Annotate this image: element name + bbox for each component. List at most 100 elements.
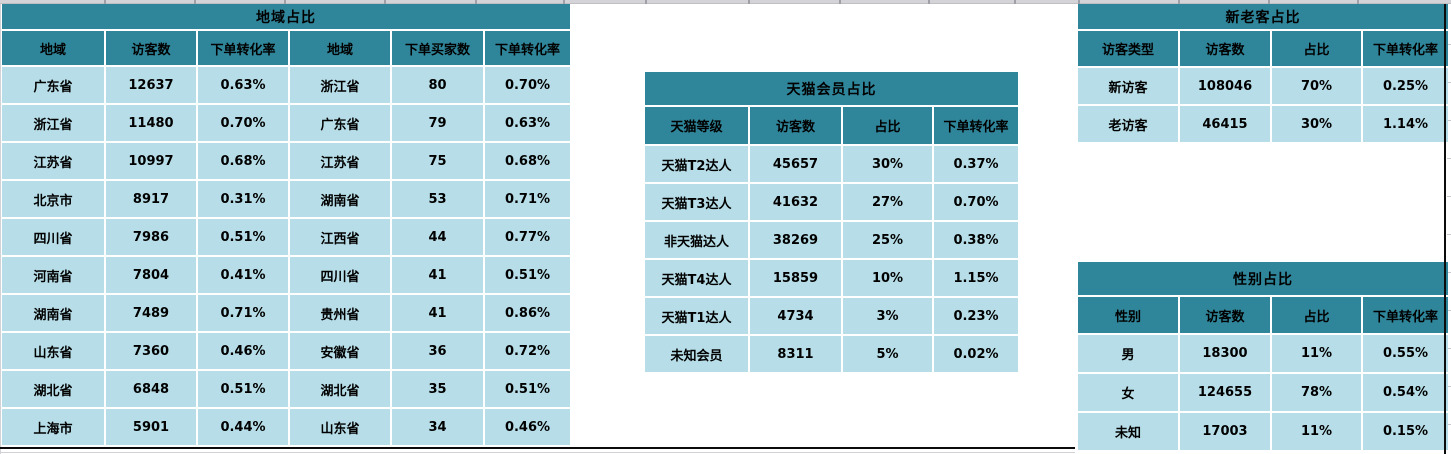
table-cell[interactable]: 78% [1272,374,1361,411]
table-cell[interactable]: 4734 [750,298,841,334]
table-cell[interactable]: 41 [392,295,483,331]
table-cell[interactable]: 浙江省 [2,105,104,141]
table-cell[interactable]: 湖南省 [290,181,390,217]
table-cell[interactable]: 17003 [1180,413,1270,450]
table-cell[interactable]: 5901 [106,409,196,445]
table-cell[interactable]: 男 [1078,335,1178,372]
column-header[interactable]: 下单转化率 [1363,31,1448,66]
table-cell[interactable]: 0.63% [198,67,288,103]
table-cell[interactable]: 41 [392,257,483,293]
table-cell[interactable]: 广东省 [2,67,104,103]
table-cell[interactable]: 女 [1078,374,1178,411]
column-header[interactable]: 占比 [1272,31,1361,66]
table-cell[interactable]: 41632 [750,184,841,220]
table-cell[interactable]: 0.51% [198,371,288,407]
table-cell[interactable]: 0.15% [1363,413,1448,450]
table-cell[interactable]: 0.37% [934,146,1018,182]
table-cell[interactable]: 天猫T4达人 [645,260,748,296]
table-cell[interactable]: 5% [843,336,932,372]
table-cell[interactable]: 12637 [106,67,196,103]
table-cell[interactable]: 0.51% [485,257,570,293]
column-header[interactable]: 占比 [1272,297,1361,333]
table-cell[interactable]: 北京市 [2,181,104,217]
table-cell[interactable]: 0.68% [485,143,570,179]
column-header[interactable]: 访客数 [750,107,841,144]
table-cell[interactable]: 10% [843,260,932,296]
table-cell[interactable]: 安徽省 [290,333,390,369]
table-cell[interactable]: 53 [392,181,483,217]
new_old-table-title[interactable]: 新老客占比 [1078,4,1448,29]
table-cell[interactable]: 四川省 [2,219,104,255]
table-cell[interactable]: 75 [392,143,483,179]
table-cell[interactable]: 0.63% [485,105,570,141]
table-cell[interactable]: 11% [1272,413,1361,450]
table-cell[interactable]: 天猫T3达人 [645,184,748,220]
table-cell[interactable]: 8917 [106,181,196,217]
column-header[interactable]: 占比 [843,107,932,144]
table-cell[interactable]: 0.44% [198,409,288,445]
region-table-title[interactable]: 地域占比 [2,4,570,29]
table-cell[interactable]: 6848 [106,371,196,407]
table-cell[interactable]: 江苏省 [2,143,104,179]
table-cell[interactable]: 湖北省 [2,371,104,407]
table-cell[interactable]: 38269 [750,222,841,258]
column-header[interactable]: 地域 [290,31,390,65]
table-cell[interactable]: 10997 [106,143,196,179]
gender-table-title[interactable]: 性别占比 [1078,262,1448,295]
table-cell[interactable]: 7986 [106,219,196,255]
table-cell[interactable]: 7489 [106,295,196,331]
column-header[interactable]: 性别 [1078,297,1178,333]
table-cell[interactable]: 0.70% [485,67,570,103]
table-cell[interactable]: 124655 [1180,374,1270,411]
table-cell[interactable]: 0.86% [485,295,570,331]
table-cell[interactable]: 0.51% [198,219,288,255]
table-cell[interactable]: 44 [392,219,483,255]
table-cell[interactable]: 0.71% [485,181,570,217]
table-cell[interactable]: 0.68% [198,143,288,179]
column-header[interactable]: 下单买家数 [392,31,483,65]
table-cell[interactable]: 108046 [1180,68,1270,104]
table-cell[interactable]: 7360 [106,333,196,369]
table-cell[interactable]: 山东省 [2,333,104,369]
table-cell[interactable]: 未知会员 [645,336,748,372]
column-header[interactable]: 访客数 [1180,297,1270,333]
table-cell[interactable]: 0.41% [198,257,288,293]
table-cell[interactable]: 25% [843,222,932,258]
table-cell[interactable]: 0.31% [198,181,288,217]
table-cell[interactable]: 湖南省 [2,295,104,331]
table-cell[interactable]: 7804 [106,257,196,293]
table-cell[interactable]: 贵州省 [290,295,390,331]
table-cell[interactable]: 15859 [750,260,841,296]
table-cell[interactable]: 1.14% [1363,106,1448,142]
table-cell[interactable]: 浙江省 [290,67,390,103]
column-header[interactable]: 访客数 [106,31,196,65]
table-cell[interactable]: 0.46% [485,409,570,445]
column-header[interactable]: 下单转化率 [485,31,570,65]
table-cell[interactable]: 36 [392,333,483,369]
column-header[interactable]: 访客数 [1180,31,1270,66]
table-cell[interactable]: 湖北省 [290,371,390,407]
table-cell[interactable]: 35 [392,371,483,407]
table-cell[interactable]: 江苏省 [290,143,390,179]
table-cell[interactable]: 0.25% [1363,68,1448,104]
column-header[interactable]: 访客类型 [1078,31,1178,66]
table-cell[interactable]: 河南省 [2,257,104,293]
table-cell[interactable]: 老访客 [1078,106,1178,142]
table-cell[interactable]: 江西省 [290,219,390,255]
table-cell[interactable]: 34 [392,409,483,445]
table-cell[interactable]: 45657 [750,146,841,182]
table-cell[interactable]: 0.23% [934,298,1018,334]
table-cell[interactable]: 0.70% [198,105,288,141]
table-cell[interactable]: 27% [843,184,932,220]
table-cell[interactable]: 0.02% [934,336,1018,372]
table-cell[interactable]: 30% [1272,106,1361,142]
table-cell[interactable]: 11% [1272,335,1361,372]
column-header[interactable]: 下单转化率 [198,31,288,65]
table-cell[interactable]: 0.55% [1363,335,1448,372]
table-cell[interactable]: 广东省 [290,105,390,141]
table-cell[interactable]: 山东省 [290,409,390,445]
tmall-table-title[interactable]: 天猫会员占比 [645,72,1018,105]
table-cell[interactable]: 0.71% [198,295,288,331]
table-cell[interactable]: 天猫T2达人 [645,146,748,182]
column-header[interactable]: 地域 [2,31,104,65]
